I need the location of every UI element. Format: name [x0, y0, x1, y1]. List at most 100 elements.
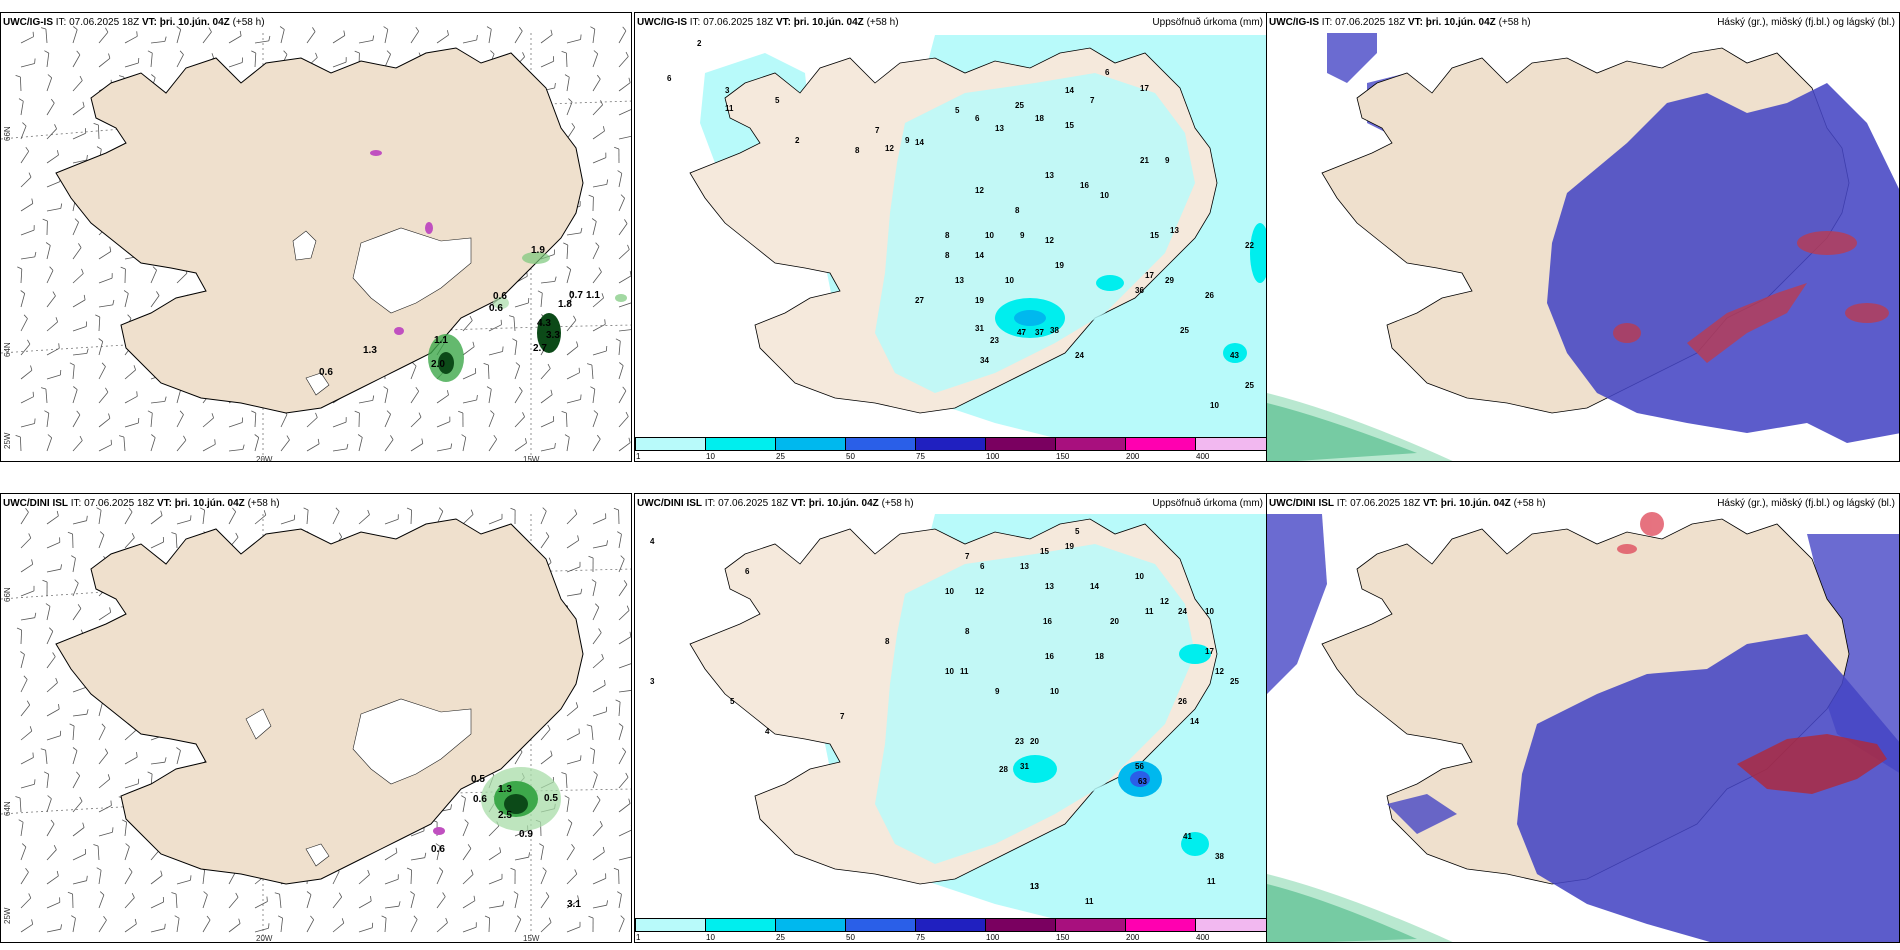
cloud-map — [1267, 512, 1899, 942]
rain-label: 25 — [1180, 326, 1189, 335]
wind-barb-staff — [124, 756, 138, 765]
wind-barb-flag — [30, 365, 33, 371]
precip-heavy-cells — [995, 223, 1267, 363]
lon-label-20: 20W — [256, 455, 273, 462]
panel-header: UWC/DINI ISL IT: 07.06.2025 18Z VT: þri.… — [637, 498, 914, 509]
wind-barb-flag — [588, 555, 594, 559]
wind-barb-flag — [315, 412, 318, 418]
wind-barb-flag — [71, 555, 76, 559]
wind-barb-staff — [72, 440, 83, 452]
wind-barb-staff — [566, 412, 568, 428]
wind-barb-staff — [228, 449, 243, 452]
wind-barb-staff — [45, 28, 48, 44]
wind-barb-staff — [592, 29, 596, 44]
wind-barb-flag — [586, 363, 593, 366]
wind-barb-staff — [46, 102, 55, 116]
wind-barb-staff — [618, 726, 624, 741]
rain-label: 17 — [1145, 271, 1154, 280]
wind-label: 0.9 — [519, 829, 533, 840]
wind-barb-staff — [488, 905, 503, 909]
wind-barb-flag — [439, 507, 444, 512]
wind-barb-flag — [596, 795, 601, 801]
wind-barb-staff — [72, 775, 81, 789]
wind-barb-staff — [592, 246, 600, 260]
wind-barb-staff — [176, 750, 181, 765]
rain-label: 4 — [765, 727, 770, 736]
wind-barb-staff — [98, 805, 112, 813]
wind-barb-staff — [46, 568, 61, 573]
wind-barb-flag — [499, 847, 502, 853]
wind-barb-flag — [510, 507, 516, 511]
wind-barb-staff — [124, 897, 135, 909]
colorbar-swatch — [915, 918, 986, 932]
wind-barb-staff — [72, 608, 82, 621]
lon-label-25: 25W — [3, 432, 12, 449]
wind-barb-flag — [83, 294, 86, 300]
rain-label: 19 — [1065, 542, 1074, 551]
wind-barb-staff — [254, 514, 267, 525]
wind-barb-staff — [358, 874, 370, 885]
wind-barb-flag — [550, 750, 553, 756]
wind-barb-flag — [238, 918, 241, 924]
iceland-land — [55, 518, 584, 885]
wind-barb-flag — [136, 752, 138, 758]
wind-barb-flag — [43, 771, 49, 775]
sea-surface-green — [1267, 393, 1453, 461]
wind-barb-staff — [566, 926, 581, 933]
wind-barb-flag — [73, 386, 78, 390]
rain-label: 13 — [1020, 562, 1029, 571]
wind-barb-flag — [517, 915, 522, 920]
rain-amount-labels: 4 3 6 5 4 7 8 10 11 10 8 6 7 12 13 15 19… — [650, 527, 1239, 906]
wind-barb-staff — [150, 928, 165, 933]
wind-barb-flag — [613, 867, 619, 871]
wind-barb-flag — [525, 438, 527, 444]
wind-barb-flag — [367, 509, 370, 515]
wind-barb-staff — [566, 319, 577, 332]
wind-barb-staff — [98, 31, 109, 44]
wind-barb-staff — [540, 536, 550, 549]
wind-barb-staff — [72, 558, 76, 573]
wind-barb-staff — [618, 173, 623, 188]
wind-barb-staff — [46, 849, 57, 861]
wind-barb-flag — [573, 315, 577, 321]
wind-label: 1.9 — [531, 245, 545, 256]
wind-barb-staff — [20, 897, 32, 909]
wind-barb-staff — [410, 857, 425, 861]
wind-barb-staff — [72, 827, 85, 837]
rain-label: 13 — [955, 276, 964, 285]
colorbar-swatch — [635, 437, 706, 451]
wind-barb-flag — [20, 290, 25, 294]
wind-barb-staff — [72, 273, 84, 284]
rain-label: 8 — [945, 231, 950, 240]
rain-label: 19 — [1055, 261, 1064, 270]
wind-barb-staff — [20, 369, 33, 380]
wind-barb-flag — [618, 723, 624, 727]
wind-barb-flag — [15, 796, 21, 799]
wind-label: 0.6 — [431, 844, 445, 855]
map-panel-r1c3: UWC/IG-IS IT: 07.06.2025 18Z VT: þri. 10… — [1266, 12, 1900, 462]
wind-label: 1.1 — [586, 290, 600, 301]
wind-map: 0.6 0.6 1.8 0.7 1.1 1.3 0.6 2.0 1.1 4.3 … — [1, 26, 631, 461]
wind-barb-staff — [618, 777, 629, 789]
wind-barb-staff — [72, 750, 78, 765]
rain-label: 11 — [725, 104, 734, 113]
wind-barb-flag — [47, 74, 52, 79]
wind-barb-staff — [228, 897, 239, 909]
precip-heavy-cells — [1013, 644, 1211, 856]
rain-label: 9 — [905, 136, 910, 145]
wind-barb-flag — [603, 126, 605, 132]
wind-barb-staff — [540, 510, 547, 525]
wind-barb-flag — [445, 917, 448, 923]
wind-label: 0.5 — [544, 793, 558, 804]
wind-barb-flag — [266, 896, 268, 902]
wind-barb-staff — [488, 878, 503, 885]
wind-barb-staff — [20, 343, 31, 356]
wind-barb-staff — [20, 629, 22, 645]
wind-barb-staff — [20, 590, 35, 597]
wind-barb-flag — [18, 819, 24, 823]
wind-barb-staff — [592, 271, 602, 284]
wind-barb-flag — [118, 75, 125, 78]
wind-barb-staff — [514, 416, 525, 428]
wind-barb-flag — [160, 510, 163, 516]
wind-barb-staff — [592, 711, 607, 717]
